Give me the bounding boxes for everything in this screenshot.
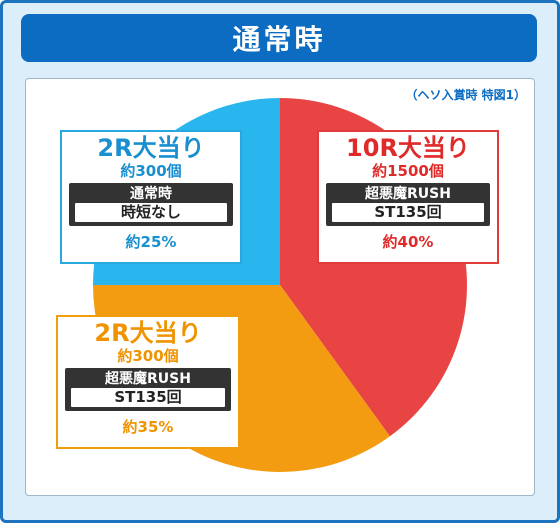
percent-label: 約35% (122, 418, 174, 436)
ball-count-label: 約300個 (117, 347, 179, 365)
hit-type-label: 2R大当り (97, 134, 205, 162)
hit-type-label: 2R大当り (94, 319, 202, 347)
percent-label: 約40% (382, 233, 434, 251)
mode-detail: 時短なし (75, 203, 227, 222)
mode-detail: ST135回 (71, 388, 225, 407)
percent-label: 約25% (125, 233, 177, 251)
mode-detail: ST135回 (332, 203, 484, 222)
mode-box: 超悪魔RUSH ST135回 (326, 183, 490, 226)
hit-type-label: 10R大当り (346, 134, 470, 162)
mode-label: 超悪魔RUSH (365, 186, 451, 202)
ball-count-label: 約300個 (120, 162, 182, 180)
slice-card-2r-rush: 2R大当り 約300個 超悪魔RUSH ST135回 約35% (56, 315, 240, 449)
mode-label: 通常時 (130, 186, 172, 202)
mode-box: 超悪魔RUSH ST135回 (65, 368, 231, 411)
slice-card-2r-normal: 2R大当り 約300個 通常時 時短なし 約25% (60, 130, 242, 264)
chart-caption: （ヘソ入賞時 特図1） (405, 88, 526, 102)
ball-count-label: 約1500個 (372, 162, 444, 180)
mode-box: 通常時 時短なし (69, 183, 233, 226)
slice-card-10r: 10R大当り 約1500個 超悪魔RUSH ST135回 約40% (317, 130, 499, 264)
page-title: 通常時 (21, 14, 537, 62)
mode-label: 超悪魔RUSH (105, 371, 191, 387)
